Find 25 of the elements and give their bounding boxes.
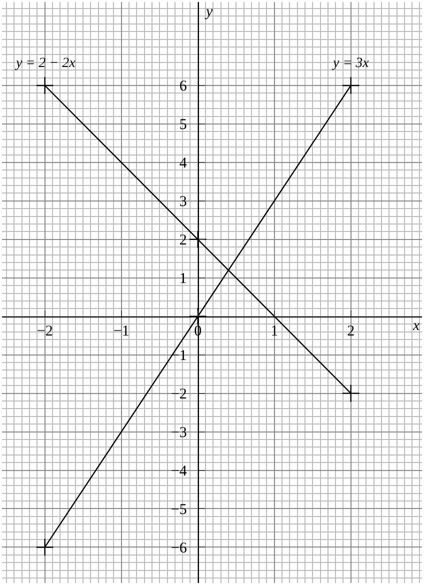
y-tick-label: 1 — [179, 271, 187, 288]
x-tick-label: −1 — [113, 323, 130, 340]
y-tick-label: −4 — [170, 464, 188, 480]
y-tick-label: −3 — [170, 425, 187, 442]
x-axis-title: x — [412, 318, 420, 334]
point — [342, 76, 360, 94]
y-tick-label: 3 — [179, 194, 187, 210]
point — [36, 538, 54, 556]
y-tick-label: 5 — [179, 117, 187, 134]
x-tick-label: 1 — [270, 323, 278, 340]
point — [342, 384, 360, 402]
y-tick-label: −5 — [170, 502, 187, 518]
series-label: y = 2 − 2x — [14, 56, 76, 71]
x-tick-label: 2 — [347, 323, 355, 340]
x-tick-label: −2 — [36, 323, 53, 340]
y-tick-label: 4 — [179, 156, 188, 172]
point — [36, 76, 54, 94]
point — [188, 230, 207, 248]
series-label: y = 3x — [331, 56, 370, 71]
y-tick-label: 2 — [179, 232, 187, 249]
y-tick-label: −2 — [170, 386, 187, 403]
y-tick-label: −1 — [170, 348, 187, 364]
y-tick-label: −6 — [170, 540, 188, 556]
y-tick-label: 6 — [179, 78, 188, 95]
y-axis-title: y — [204, 4, 213, 20]
